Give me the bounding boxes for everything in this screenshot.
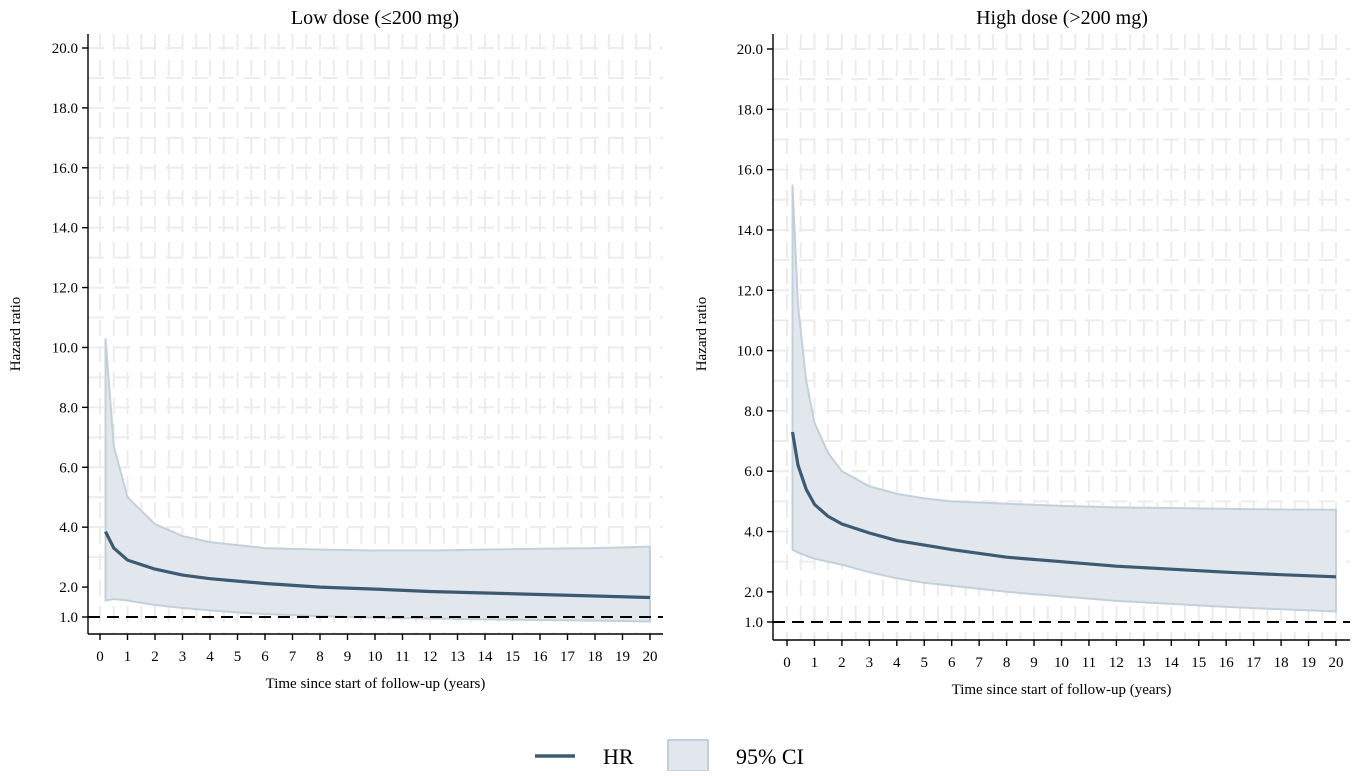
panel-2-x-axis-label: Time since start of follow-up (years) <box>952 682 1172 698</box>
panel-2-xtick-label: 6 <box>948 655 956 671</box>
panel-2-xtick-label: 7 <box>975 655 983 671</box>
panel-1-xtick-label: 10 <box>368 649 383 665</box>
panel-1-ytick-label: 4.0 <box>59 520 78 536</box>
panel-1-xtick-label: 20 <box>643 649 658 665</box>
panel-1-ytick-label: 18.0 <box>52 101 78 117</box>
panel-2-xtick-label: 11 <box>1082 655 1096 671</box>
panel-1-y-axis-label: Hazard ratio <box>8 297 24 372</box>
panel-1-x-axis-label: Time since start of follow-up (years) <box>266 676 486 692</box>
panel-1-xtick-label: 2 <box>151 649 159 665</box>
panel-2-ytick-label: 1.0 <box>744 615 763 631</box>
legend-hr-label: HR <box>603 744 634 769</box>
panel-1-xtick-label: 13 <box>450 649 465 665</box>
panel-1-ci-band <box>104 338 651 623</box>
panel-1-xtick-label: 18 <box>588 649 603 665</box>
panel-1-xtick-label: 16 <box>533 649 549 665</box>
panel-2-ci-band <box>791 184 1337 613</box>
panel-1-xtick-label: 19 <box>615 649 630 665</box>
legend-ci-label: 95% CI <box>736 744 804 769</box>
panel-2-xtick-label: 19 <box>1301 655 1316 671</box>
panel-2-hr-line <box>790 431 1337 579</box>
panel-1-ytick-label: 20.0 <box>52 41 78 57</box>
legend: HR 95% CI <box>535 739 804 772</box>
panel-2-title: High dose (>200 mg) <box>976 7 1148 29</box>
panel-2-ytick-label: 12.0 <box>737 283 763 299</box>
panel-1-ytick-label: 2.0 <box>59 580 78 596</box>
panel-2-xtick-label: 15 <box>1191 655 1206 671</box>
panel-1-xtick-label: 3 <box>179 649 187 665</box>
panel-2-xtick-label: 17 <box>1246 655 1262 671</box>
panel-2-xtick-label: 2 <box>838 655 846 671</box>
panel-1-xtick-label: 11 <box>395 649 409 665</box>
panel-1-xtick-label: 12 <box>423 649 438 665</box>
panel-1-ytick-label: 8.0 <box>59 400 78 416</box>
panel-2-xtick-label: 4 <box>893 655 901 671</box>
panel-1-ytick-label: 12.0 <box>52 281 78 297</box>
panel-2-xtick-label: 13 <box>1136 655 1151 671</box>
panel-2-ytick-label: 4.0 <box>744 525 763 541</box>
panel-1-xtick-label: 15 <box>505 649 520 665</box>
panel-1-ytick-label: 10.0 <box>52 340 78 356</box>
panel-2-xtick-label: 3 <box>866 655 874 671</box>
panel-1-xtick-label: 14 <box>478 649 494 665</box>
panel-2-ytick-label: 18.0 <box>737 102 763 118</box>
panel-2-xtick-label: 8 <box>1003 655 1011 671</box>
panel-2-ytick-label: 10.0 <box>737 344 763 360</box>
panel-1-xtick-label: 5 <box>234 649 242 665</box>
panel-2-ytick-label: 16.0 <box>737 163 763 179</box>
panel-1-xtick-label: 4 <box>206 649 214 665</box>
panel-2-xtick-label: 14 <box>1164 655 1180 671</box>
panel-1-xtick-label: 7 <box>289 649 297 665</box>
panel-2-ytick-label: 6.0 <box>744 464 763 480</box>
panel-2-ytick-label: 2.0 <box>744 585 763 601</box>
panel-2-xtick-label: 1 <box>811 655 819 671</box>
panel-1-xtick-label: 9 <box>344 649 352 665</box>
panel-2-xtick-label: 9 <box>1030 655 1038 671</box>
panel-1-xtick-label: 8 <box>316 649 324 665</box>
panel-2: 1.0 2.0 4.0 6.0 8.0 10.0 12.0 14.0 16.0 18.0 20.0 0… <box>694 7 1350 698</box>
panel-1-ytick-label: 1.0 <box>59 610 78 626</box>
panel-1-xtick-label: 6 <box>261 649 269 665</box>
panel-1-xtick-label: 0 <box>96 649 104 665</box>
panel-2-xtick-label: 12 <box>1109 655 1124 671</box>
panel-2-y-axis-label: Hazard ratio <box>694 297 710 372</box>
panel-1-ytick-label: 16.0 <box>52 161 78 177</box>
panel-2-xtick-label: 10 <box>1054 655 1069 671</box>
panel-2-xtick-label: 16 <box>1219 655 1235 671</box>
panel-2-xtick-label: 20 <box>1329 655 1344 671</box>
legend-ci-swatch <box>667 739 709 772</box>
panel-2-ytick-label: 14.0 <box>737 223 763 239</box>
panel-1-ytick-label: 14.0 <box>52 221 78 237</box>
panel-2-ytick-label: 8.0 <box>744 404 763 420</box>
panel-2-ytick-label: 20.0 <box>737 42 763 58</box>
panel-1-hr-line <box>104 530 651 600</box>
panel-2-xtick-label: 18 <box>1274 655 1289 671</box>
panel-2-xtick-label: 0 <box>783 655 791 671</box>
panel-1-xtick-label: 17 <box>560 649 576 665</box>
panel-2-xtick-label: 5 <box>921 655 929 671</box>
panel-1-xtick-label: 1 <box>124 649 132 665</box>
panel-1-title: Low dose (≤200 mg) <box>291 7 459 29</box>
panel-1: 1.0 2.0 4.0 6.0 8.0 10.0 12.0 14.0 16.0 18.0 20.0 0… <box>8 7 663 692</box>
panel-1-ytick-label: 6.0 <box>59 460 78 476</box>
